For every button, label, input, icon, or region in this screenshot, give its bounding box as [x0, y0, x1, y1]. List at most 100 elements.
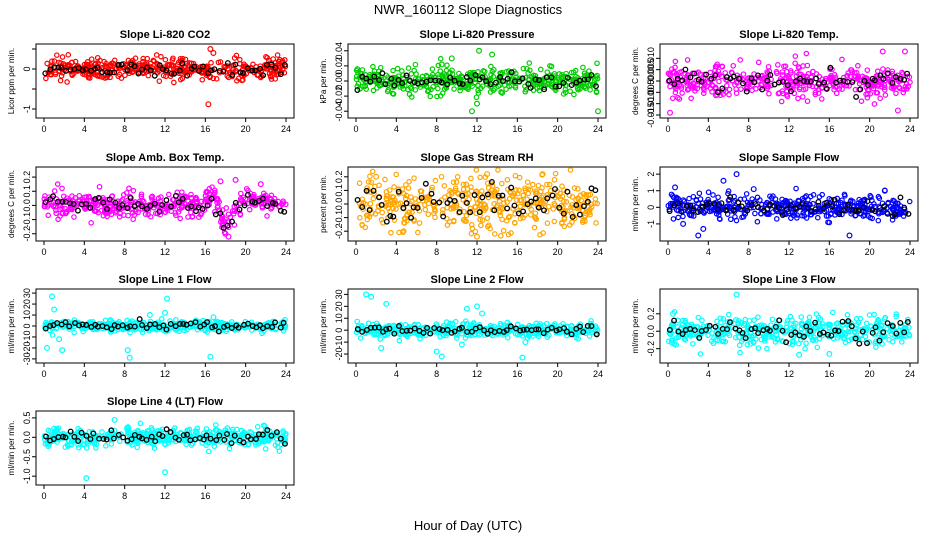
reference-point: [699, 203, 706, 210]
data-point: [665, 78, 672, 85]
outlier-point: [539, 171, 546, 178]
outlier-point: [205, 101, 212, 108]
y-tick-label: 0.2: [334, 171, 344, 184]
data-point: [546, 181, 553, 188]
data-point: [878, 75, 884, 82]
data-point: [122, 72, 128, 79]
data-point: [552, 87, 559, 94]
data-point: [111, 57, 118, 64]
data-point: [545, 81, 551, 87]
data-point: [119, 196, 126, 203]
reference-point: [179, 60, 186, 67]
data-point: [104, 321, 111, 328]
data-point: [806, 314, 813, 321]
reference-point: [564, 74, 571, 81]
reference-point: [549, 192, 556, 199]
data-point: [866, 312, 873, 318]
data-point: [764, 69, 770, 75]
reference-point: [776, 204, 782, 211]
data-point: [508, 230, 514, 236]
reference-point: [224, 222, 231, 229]
outlier-point: [207, 45, 214, 52]
reference-point: [119, 202, 126, 209]
reference-point: [232, 199, 239, 206]
data-point: [406, 209, 412, 216]
data-point: [752, 210, 758, 217]
data-point: [360, 83, 366, 90]
reference-point: [390, 213, 397, 220]
data-point: [123, 190, 130, 196]
data-point: [468, 230, 475, 237]
reference-point: [241, 202, 248, 209]
reference-point: [252, 67, 259, 74]
reference-point: [892, 211, 898, 217]
y-tick-label: 0.0: [334, 198, 344, 211]
reference-point: [714, 89, 721, 96]
data-point: [534, 85, 541, 91]
data-point: [745, 75, 751, 81]
data-point: [844, 312, 851, 318]
reference-point: [508, 69, 515, 76]
data-point: [873, 89, 880, 96]
data-point: [846, 207, 853, 213]
y-tick-label: -0.04: [334, 101, 344, 122]
data-point: [881, 87, 888, 93]
data-point: [377, 64, 384, 71]
reference-point: [42, 70, 49, 77]
data-point: [547, 63, 553, 69]
reference-point: [456, 80, 463, 87]
y-axis-label: degrees C per min.: [631, 47, 640, 115]
x-tick-label: 4: [706, 247, 711, 257]
x-tick-label: 4: [394, 247, 399, 257]
reference-point: [808, 78, 814, 85]
reference-point: [467, 209, 474, 216]
data-point: [52, 69, 59, 76]
data-point: [185, 214, 191, 220]
x-tick-label: 4: [82, 369, 87, 379]
reference-point: [698, 78, 705, 85]
data-point: [237, 190, 244, 197]
x-tick-label: 16: [200, 369, 210, 379]
x-tick-label: 8: [434, 247, 439, 257]
data-point: [884, 67, 891, 73]
data-point: [463, 320, 470, 327]
data-point: [512, 211, 518, 217]
data-point: [477, 174, 483, 181]
y-tick-label: 0.2: [22, 171, 32, 184]
data-point: [593, 220, 599, 226]
reference-point: [704, 201, 710, 207]
data-point: [670, 194, 677, 201]
data-point: [492, 190, 499, 196]
data-point: [199, 76, 206, 83]
data-point: [439, 73, 446, 79]
data-point: [454, 174, 461, 180]
data-point: [162, 56, 169, 63]
reference-point: [865, 82, 871, 89]
data-point: [571, 185, 578, 191]
y-tick-label: 0.1: [22, 185, 32, 198]
data-point: [452, 199, 459, 205]
data-point: [674, 73, 681, 80]
outlier-point: [207, 353, 214, 360]
data-point: [437, 68, 444, 74]
data-point: [676, 82, 683, 88]
data-point: [766, 90, 772, 97]
outlier-point: [468, 108, 475, 115]
data-point: [198, 323, 204, 329]
data-point: [175, 208, 182, 215]
data-point: [513, 187, 519, 193]
y-tick-label: 0.2: [646, 308, 656, 321]
data-point: [473, 167, 480, 173]
data-point: [211, 189, 218, 196]
data-point: [365, 179, 372, 185]
data-point: [685, 86, 692, 92]
reference-point: [104, 206, 110, 213]
data-point: [890, 197, 896, 204]
data-point: [738, 86, 744, 92]
data-point: [169, 196, 176, 203]
reference-point: [370, 187, 377, 194]
x-tick-label: 20: [553, 124, 563, 134]
